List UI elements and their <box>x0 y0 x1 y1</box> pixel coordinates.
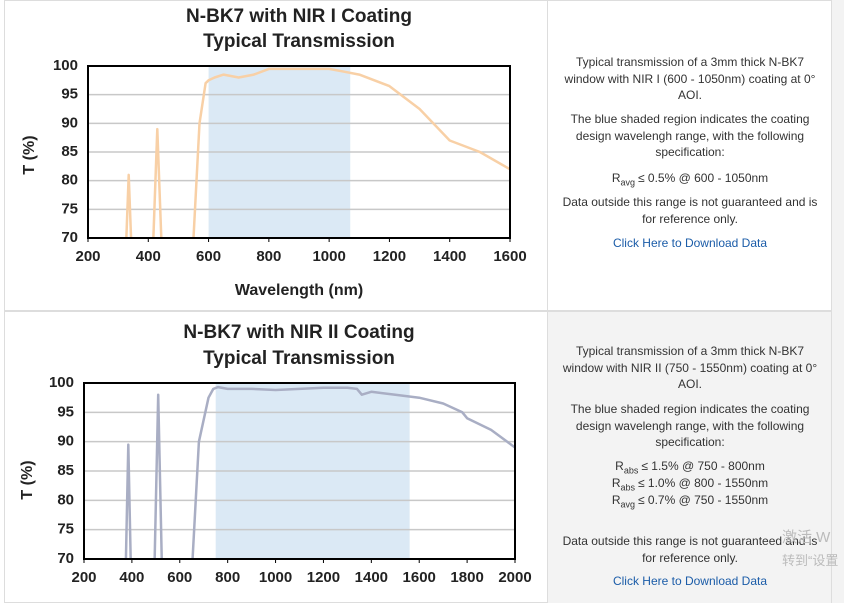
x-tick-label: 800 <box>256 248 281 265</box>
spec-symbol: R <box>611 171 621 185</box>
disclaimer: Data outside this range is not guarantee… <box>562 195 818 226</box>
note: The blue shaded region indicates the coa… <box>570 402 810 449</box>
y-tick-label: 95 <box>61 86 78 103</box>
x-tick-label: 200 <box>75 248 100 265</box>
spec: Ravg ≤ 0.7% @ 750 - 1550nm <box>562 492 818 513</box>
x-tick-label: 800 <box>215 569 240 586</box>
x-tick-label: 1000 <box>312 248 345 265</box>
spec-sub: avg <box>620 499 635 510</box>
spec-symbol: R <box>615 459 624 473</box>
edge <box>832 0 844 603</box>
x-tick-label: 1600 <box>493 248 526 265</box>
x-tick-label: 600 <box>196 248 221 265</box>
panel-bg <box>547 312 831 603</box>
spec-symbol: R <box>611 476 621 490</box>
description-panel: Typical transmission of a 3mm thick N-BK… <box>548 311 832 603</box>
x-tick-label: 1200 <box>373 248 406 265</box>
chart-subtitle: Typical Transmission <box>203 348 395 369</box>
y-tick-label: 100 <box>49 374 74 391</box>
x-tick-label: 600 <box>167 569 192 586</box>
y-tick-label: 75 <box>57 521 74 538</box>
series-line <box>125 67 510 238</box>
x-tick-label: 2000 <box>498 569 531 586</box>
y-tick-label: 100 <box>53 57 78 74</box>
chart-subtitle: Typical Transmission <box>203 31 395 52</box>
spec-sub: abs <box>620 482 635 493</box>
y-tick-label: 70 <box>61 229 78 246</box>
watermark: 激活 W <box>782 529 831 546</box>
y-tick-label: 90 <box>57 433 74 450</box>
watermark: 转到“设置 <box>782 553 839 568</box>
y-tick-label: 70 <box>57 550 74 567</box>
y-axis-label: T (%) <box>21 135 38 174</box>
disclaimer: Data outside this range is not guarantee… <box>562 534 818 565</box>
note: The blue shaded region indicates the coa… <box>570 112 810 159</box>
spec: Rabs ≤ 1.0% @ 800 - 1550nm <box>562 475 818 496</box>
download-link[interactable]: Click Here to Download Data <box>612 574 768 588</box>
y-tick-label: 75 <box>61 200 78 217</box>
spec-text: ≤ 1.5% @ 750 - 800nm <box>641 459 765 473</box>
chart-title: N-BK7 with NIR I Coating <box>186 6 412 27</box>
series-line <box>124 385 515 559</box>
x-tick-label: 200 <box>71 569 96 586</box>
download-link[interactable]: Click Here to Download Data <box>612 236 768 250</box>
intro: Typical transmission of a 3mm thick N-BK… <box>564 55 816 102</box>
y-tick-label: 85 <box>61 143 78 160</box>
spec-symbol: R <box>611 493 621 507</box>
chart-title: N-BK7 with NIR II Coating <box>183 322 414 343</box>
spec-sub: abs <box>623 465 639 476</box>
y-tick-label: 80 <box>57 491 74 508</box>
plot-frame <box>87 65 511 239</box>
divider <box>547 0 548 603</box>
x-tick-label: 1400 <box>433 248 466 265</box>
x-tick-label: 1600 <box>403 569 436 586</box>
intro: Typical transmission of a 3mm thick N-BK… <box>562 344 818 391</box>
x-tick-label: 400 <box>119 569 144 586</box>
x-tick-label: 1800 <box>450 569 483 586</box>
spec-text: ≤ 0.5% @ 600 - 1050nm <box>638 171 769 185</box>
spec-sub: avg <box>620 177 635 188</box>
y-tick-label: 90 <box>61 114 78 131</box>
plot-frame <box>83 382 516 560</box>
x-tick-label: 1000 <box>259 569 292 586</box>
x-tick-label: 1400 <box>355 569 388 586</box>
spec-text: ≤ 0.7% @ 750 - 1550nm <box>638 493 769 507</box>
description-panel: Typical transmission of a 3mm thick N-BK… <box>548 0 832 311</box>
y-tick-label: 85 <box>57 462 74 479</box>
y-axis-label: T (%) <box>19 460 36 499</box>
spec: Ravg ≤ 0.5% @ 600 - 1050nm <box>562 170 818 191</box>
spec-text: ≤ 1.0% @ 800 - 1550nm <box>638 476 769 490</box>
row-1 <box>4 0 832 311</box>
x-axis-label: Wavelength (nm) <box>235 282 363 299</box>
y-tick-label: 95 <box>57 403 74 420</box>
x-tick-label: 400 <box>136 248 161 265</box>
spec: Rabs ≤ 1.5% @ 750 - 800nm <box>562 458 818 479</box>
x-tick-label: 1200 <box>307 569 340 586</box>
y-tick-label: 80 <box>61 172 78 189</box>
charts: N-BK7 with NIR I Coating Typical Transmis… <box>19 6 531 586</box>
